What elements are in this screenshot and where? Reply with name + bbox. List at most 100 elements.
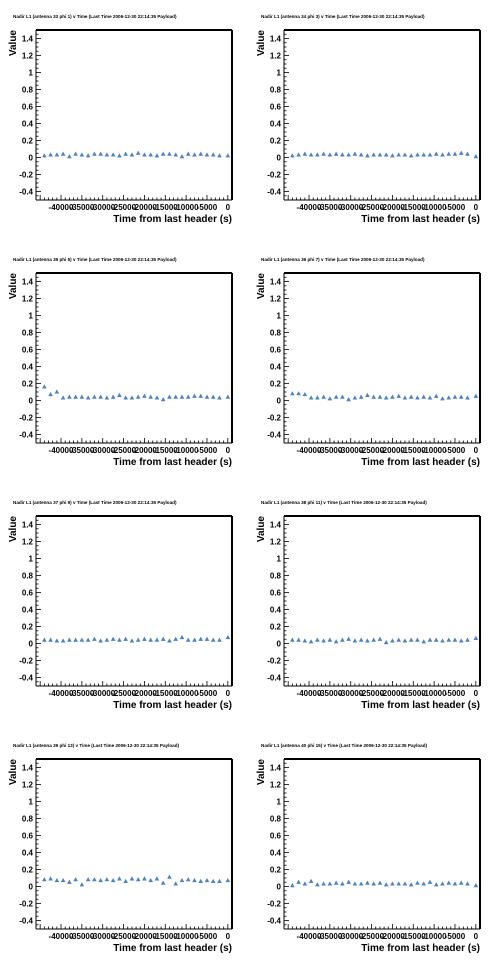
x-tick-label: -15000: [401, 446, 426, 455]
data-point: [333, 394, 339, 399]
data-point: [465, 395, 470, 400]
data-point: [148, 152, 153, 157]
x-tick-label: -30000: [338, 203, 363, 212]
data-point: [173, 636, 179, 641]
x-axis-label: Time from last header (s): [361, 457, 480, 468]
data-point: [333, 639, 339, 644]
y-tick-label: -0.4: [19, 674, 33, 683]
data-point: [225, 634, 231, 640]
y-tick-label: 1: [277, 312, 282, 321]
x-tick-label: -25000: [111, 932, 136, 941]
data-point: [402, 881, 408, 886]
data-point: [225, 153, 231, 158]
data-point: [60, 395, 66, 400]
x-tick-label: -15000: [153, 689, 178, 698]
data-point: [421, 394, 427, 399]
chart-panel: Nadir L1 (antenna 36 phi 7) v Time (Last…: [248, 243, 496, 486]
data-point: [204, 152, 210, 157]
y-tick-label: -0.2: [19, 171, 33, 180]
y-tick-label: 1.2: [22, 52, 34, 61]
data-point: [302, 391, 308, 397]
data-point: [408, 153, 414, 158]
data-point: [179, 154, 185, 159]
data-point: [154, 395, 160, 400]
y-tick-label: 0: [29, 397, 34, 406]
data-point: [73, 637, 78, 642]
data-point: [415, 880, 420, 885]
x-axis-label: Time from last header (s): [361, 943, 480, 954]
data-point: [433, 393, 439, 398]
x-tick-label: 0: [474, 446, 479, 455]
y-tick-label: 0.8: [270, 815, 282, 824]
data-point: [383, 882, 389, 887]
y-tick-label: 0.6: [270, 103, 282, 112]
x-tick-label: -20000: [380, 689, 405, 698]
y-tick-label: 0.4: [22, 120, 34, 129]
data-point: [110, 394, 116, 399]
y-tick-label: 0.6: [270, 346, 282, 355]
data-point: [321, 394, 326, 399]
data-point: [110, 636, 116, 641]
y-tick-label: 0.6: [22, 346, 34, 355]
y-tick-label: 0.6: [270, 832, 282, 841]
data-point: [473, 154, 479, 159]
x-tick-label: -40000: [49, 932, 74, 941]
data-point: [333, 151, 339, 156]
data-point: [135, 394, 141, 399]
x-tick-label: 0: [474, 203, 479, 212]
data-point: [433, 882, 439, 887]
data-point: [383, 152, 389, 157]
data-point: [308, 152, 314, 157]
data-point: [79, 637, 85, 642]
y-tick-label: 0: [29, 154, 34, 163]
data-point: [148, 394, 153, 399]
y-tick-label: 1: [277, 798, 282, 807]
data-point: [185, 394, 191, 399]
data-point: [433, 151, 439, 156]
y-tick-label: 0.8: [270, 572, 282, 581]
x-axis-label: Time from last header (s): [113, 214, 232, 225]
data-point: [48, 637, 53, 642]
data-point: [42, 637, 47, 642]
chart-panel: Nadir L1 (antenna 35 phi 5) v Time (Last…: [0, 243, 248, 486]
x-tick-label: -5000: [197, 446, 218, 455]
data-point: [217, 153, 222, 158]
data-point: [427, 152, 433, 157]
data-point: [67, 154, 72, 159]
x-tick-label: -10000: [422, 689, 447, 698]
data-point: [440, 638, 445, 643]
y-tick-label: 1.4: [22, 521, 34, 530]
data-point: [371, 881, 376, 886]
data-point: [160, 397, 166, 402]
data-point: [321, 638, 326, 643]
data-point: [104, 395, 110, 400]
data-point: [60, 877, 66, 883]
data-point: [377, 636, 383, 641]
data-point: [415, 637, 420, 642]
data-point: [308, 395, 314, 400]
data-point: [315, 152, 320, 157]
y-axis-label: Value: [256, 516, 267, 543]
x-tick-label: -15000: [153, 203, 178, 212]
x-tick-label: -30000: [90, 932, 115, 941]
data-point: [377, 880, 383, 885]
data-point: [352, 395, 358, 400]
x-tick-label: -5000: [197, 689, 218, 698]
data-point: [465, 637, 470, 642]
data-point: [185, 877, 191, 882]
data-point: [340, 881, 345, 886]
data-point: [98, 638, 103, 643]
data-point: [42, 877, 47, 882]
x-tick-label: -35000: [69, 203, 94, 212]
y-tick-label: 0.6: [22, 103, 34, 112]
data-point: [210, 152, 216, 157]
data-point: [73, 877, 78, 882]
y-tick-label: 0.8: [22, 815, 34, 824]
data-point: [42, 153, 47, 158]
data-point: [48, 876, 53, 881]
x-tick-label: -40000: [49, 689, 74, 698]
data-point: [321, 881, 326, 886]
y-tick-label: 0.2: [270, 137, 282, 146]
data-point: [427, 395, 433, 400]
